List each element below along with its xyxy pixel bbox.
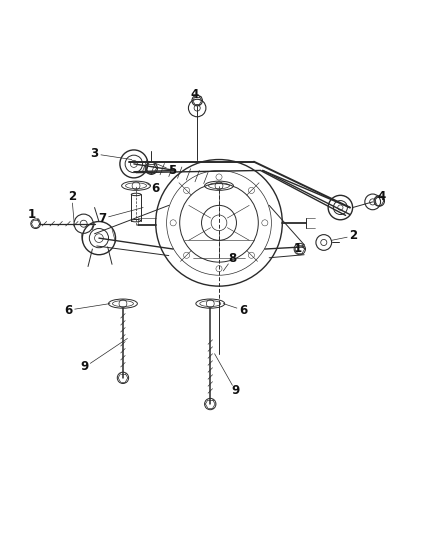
Text: 1: 1 <box>28 208 36 222</box>
Text: 7: 7 <box>99 212 106 225</box>
Text: 1: 1 <box>293 241 302 255</box>
Text: 8: 8 <box>228 252 236 265</box>
Text: 6: 6 <box>239 304 247 317</box>
Text: 2: 2 <box>68 190 76 203</box>
Text: 5: 5 <box>168 164 177 177</box>
Text: 4: 4 <box>191 88 199 101</box>
Text: 9: 9 <box>231 384 240 398</box>
Text: 4: 4 <box>377 190 385 203</box>
Text: 9: 9 <box>81 360 89 374</box>
Text: 3: 3 <box>91 147 99 160</box>
Text: 6: 6 <box>64 304 73 317</box>
Text: 2: 2 <box>350 229 357 243</box>
Text: 6: 6 <box>152 182 160 195</box>
